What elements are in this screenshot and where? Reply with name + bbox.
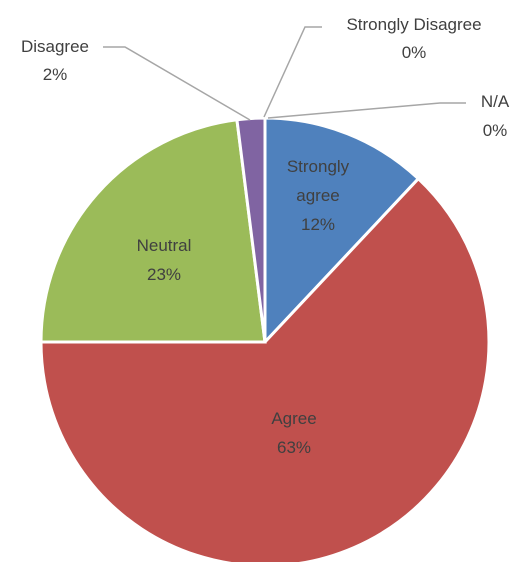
slice-percent-strongly-agree: 12% xyxy=(301,215,335,234)
slice-percent-agree: 63% xyxy=(277,438,311,457)
pie-slice-strongly-agree xyxy=(263,116,421,346)
leader-line-strongly-disagree xyxy=(263,26,322,118)
slice-percent-na: 0% xyxy=(483,121,508,140)
slice-label-strongly-agree-line2: agree xyxy=(296,186,339,205)
slice-percent-neutral: 23% xyxy=(147,265,181,284)
slice-percent-strongly-disagree: 0% xyxy=(402,43,427,62)
slice-label-na: N/A xyxy=(481,92,510,111)
pie-slice-agree xyxy=(39,176,491,562)
leader-line-disagree xyxy=(103,46,251,121)
leader-lines xyxy=(103,26,466,121)
slice-label-neutral: Neutral xyxy=(137,236,192,255)
slice-label-disagree: Disagree xyxy=(21,37,89,56)
leader-line-na xyxy=(267,102,466,119)
slice-label-strongly-agree: Strongly xyxy=(287,157,350,176)
data-labels: Strongly agree 12% Agree 63% Neutral 23%… xyxy=(21,15,510,457)
pie-slices xyxy=(39,116,491,562)
pie-slice-disagree xyxy=(235,116,267,343)
slice-label-strongly-disagree: Strongly Disagree xyxy=(346,15,481,34)
pie-slice-neutral xyxy=(39,118,267,344)
slice-percent-disagree: 2% xyxy=(43,65,68,84)
slice-label-agree: Agree xyxy=(271,409,316,428)
